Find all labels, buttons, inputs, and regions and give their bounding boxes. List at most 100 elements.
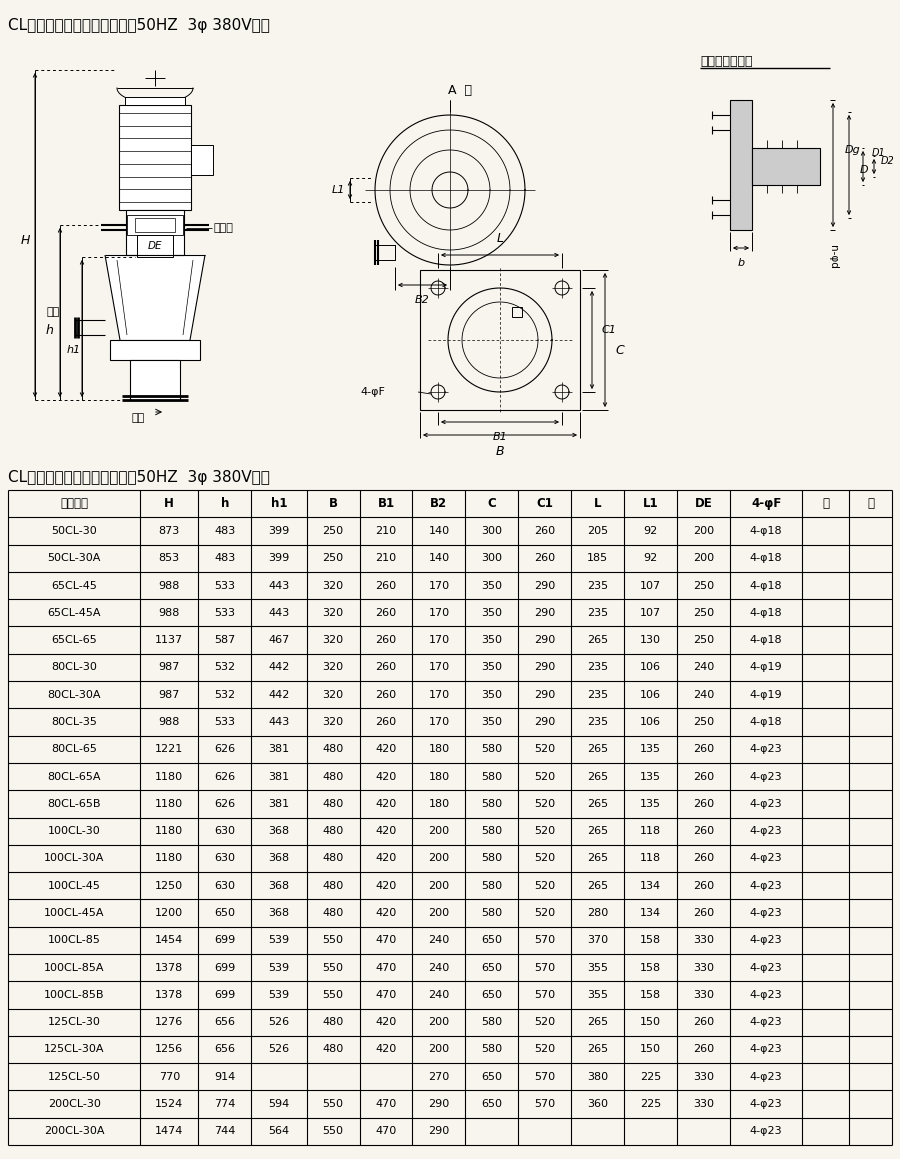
Text: 205: 205	[587, 526, 608, 535]
Text: 381: 381	[268, 744, 290, 755]
Text: 125CL-50: 125CL-50	[48, 1072, 101, 1081]
Text: 330: 330	[693, 935, 714, 946]
Text: 注: 注	[868, 497, 874, 510]
Text: 420: 420	[375, 826, 397, 836]
Text: 260: 260	[375, 581, 397, 591]
Text: 135: 135	[640, 799, 661, 809]
Text: 4-φ18: 4-φ18	[750, 635, 782, 646]
Text: 158: 158	[640, 963, 662, 972]
Text: 250: 250	[322, 553, 344, 563]
Bar	[135, 218, 175, 232]
Bar	[126, 210, 184, 255]
Text: 水泵型号: 水泵型号	[60, 497, 88, 510]
Text: 774: 774	[214, 1099, 236, 1109]
Text: 442: 442	[268, 690, 290, 700]
Text: 580: 580	[482, 744, 502, 755]
Text: 200: 200	[693, 553, 714, 563]
Text: 580: 580	[482, 853, 502, 863]
Text: 470: 470	[375, 935, 397, 946]
Text: H: H	[165, 497, 175, 510]
Bar	[130, 360, 180, 400]
Text: 873: 873	[158, 526, 180, 535]
Text: 380: 380	[587, 1072, 608, 1081]
Text: 265: 265	[587, 772, 608, 781]
Text: 587: 587	[214, 635, 236, 646]
Text: 200: 200	[428, 1018, 449, 1027]
Text: 520: 520	[535, 744, 555, 755]
Text: 420: 420	[375, 1018, 397, 1027]
Text: 443: 443	[268, 581, 290, 591]
Text: 290: 290	[534, 690, 555, 700]
Text: 580: 580	[482, 1018, 502, 1027]
Text: 100CL-45: 100CL-45	[48, 881, 101, 891]
Bar	[137, 235, 173, 257]
Text: 355: 355	[587, 990, 608, 1000]
Text: 330: 330	[693, 963, 714, 972]
Text: 650: 650	[482, 990, 502, 1000]
Text: 699: 699	[214, 963, 236, 972]
Text: 532: 532	[214, 690, 235, 700]
Text: 1180: 1180	[155, 772, 184, 781]
Text: 350: 350	[482, 663, 502, 672]
Text: 4-φ23: 4-φ23	[750, 744, 782, 755]
Text: 260: 260	[375, 690, 397, 700]
Text: 368: 368	[268, 881, 290, 891]
Text: 4-φ23: 4-φ23	[750, 853, 782, 863]
Text: C: C	[615, 343, 624, 357]
Text: 100CL-85B: 100CL-85B	[44, 990, 104, 1000]
Text: 4-φ23: 4-φ23	[750, 1044, 782, 1055]
Text: 320: 320	[322, 607, 344, 618]
Text: 260: 260	[693, 826, 714, 836]
Text: 483: 483	[214, 526, 236, 535]
Text: 533: 533	[214, 717, 235, 727]
Text: 470: 470	[375, 990, 397, 1000]
Text: 4-φ18: 4-φ18	[750, 553, 782, 563]
Text: 480: 480	[322, 799, 344, 809]
Text: 260: 260	[535, 526, 555, 535]
Text: 320: 320	[322, 717, 344, 727]
Text: 4-φ23: 4-φ23	[750, 963, 782, 972]
Text: 520: 520	[535, 772, 555, 781]
Text: 185: 185	[587, 553, 608, 563]
Text: 580: 580	[482, 907, 502, 918]
Text: 65CL-45: 65CL-45	[51, 581, 97, 591]
Text: 550: 550	[322, 990, 344, 1000]
Text: 125CL-30A: 125CL-30A	[44, 1044, 104, 1055]
Text: 240: 240	[693, 663, 714, 672]
Text: 260: 260	[693, 799, 714, 809]
Text: 125CL-30: 125CL-30	[48, 1018, 101, 1027]
Text: 539: 539	[268, 963, 290, 972]
Text: 4-φ23: 4-φ23	[750, 1127, 782, 1136]
Text: 80CL-65A: 80CL-65A	[48, 772, 101, 781]
Text: 580: 580	[482, 799, 502, 809]
Text: CL系列泵安装尺寸表（电源为50HZ  3φ 380V时）: CL系列泵安装尺寸表（电源为50HZ 3φ 380V时）	[8, 19, 270, 32]
Text: b: b	[737, 258, 744, 268]
Text: 260: 260	[375, 717, 397, 727]
Text: 988: 988	[158, 717, 180, 727]
Text: 368: 368	[268, 907, 290, 918]
Text: 260: 260	[693, 772, 714, 781]
Text: 250: 250	[693, 717, 714, 727]
Text: 100CL-30A: 100CL-30A	[44, 853, 104, 863]
Text: 570: 570	[535, 935, 555, 946]
Text: 300: 300	[482, 553, 502, 563]
Text: 1221: 1221	[155, 744, 184, 755]
Text: 290: 290	[428, 1099, 449, 1109]
Text: 92: 92	[644, 526, 658, 535]
Text: 240: 240	[428, 963, 449, 972]
Text: 260: 260	[375, 635, 397, 646]
Text: 355: 355	[587, 963, 608, 972]
Text: 443: 443	[268, 717, 290, 727]
Text: 539: 539	[268, 935, 290, 946]
Text: 550: 550	[322, 1127, 344, 1136]
Text: 265: 265	[587, 1044, 608, 1055]
Text: 520: 520	[535, 853, 555, 863]
Text: 470: 470	[375, 963, 397, 972]
Text: 630: 630	[214, 853, 235, 863]
Text: 350: 350	[482, 607, 502, 618]
Text: 626: 626	[214, 744, 235, 755]
Text: 580: 580	[482, 1044, 502, 1055]
Text: 265: 265	[587, 1018, 608, 1027]
Text: 134: 134	[640, 881, 662, 891]
Text: 1474: 1474	[155, 1127, 184, 1136]
